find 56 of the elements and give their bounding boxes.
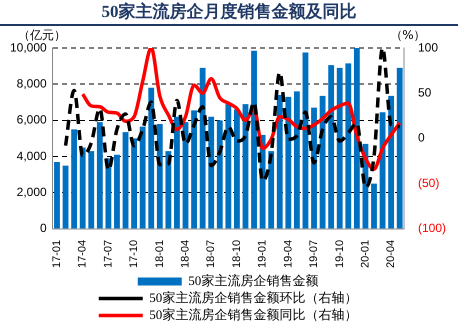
y2-tick-label: 0: [418, 130, 425, 145]
bar: [165, 151, 172, 228]
bar: [371, 184, 377, 228]
legend-label: 50家主流房企销售金额: [188, 272, 318, 288]
bar: [320, 96, 326, 228]
y2-axis-title: （%）: [390, 28, 426, 42]
x-tick-label: 18-01: [154, 240, 166, 268]
y2-tick-label: (50): [418, 176, 440, 190]
bar: [302, 52, 308, 228]
bar: [54, 162, 60, 228]
y-tick-label: 4,000: [16, 148, 48, 163]
bar: [225, 104, 232, 228]
x-tick-label: 19-07: [308, 240, 320, 268]
x-tick-label: 17-10: [128, 240, 140, 268]
y2-tick-label: 100: [418, 40, 438, 54]
bar: [174, 116, 180, 228]
chart-title: 50家主流房企月度销售金额及同比: [0, 0, 458, 26]
bar: [191, 110, 197, 228]
y-axis-title: （亿元）: [18, 28, 66, 42]
y-tick-label: 8,000: [16, 76, 48, 90]
x-tick-label: 18-10: [230, 240, 243, 268]
bar: [122, 132, 128, 228]
bar: [380, 112, 386, 228]
y2-tick-label: 50: [418, 86, 432, 100]
x-tick-label: 18-04: [180, 240, 192, 268]
bar: [62, 166, 68, 228]
bar: [182, 122, 188, 228]
x-tick-label: 19-10: [334, 240, 346, 268]
bar: [294, 91, 300, 228]
y-tick-label: 0: [40, 221, 48, 236]
legend-label: 50家主流房企销售金额环比（右轴）: [149, 290, 358, 305]
bar: [396, 68, 403, 228]
x-tick-label: 17-04: [76, 240, 89, 268]
y-tick-label: 2,000: [16, 185, 48, 200]
y-tick-label: 6,000: [16, 112, 48, 127]
legend-label: 50家主流房企销售金额同比（右轴）: [149, 306, 358, 322]
bar: [336, 68, 343, 228]
bar: [131, 138, 138, 228]
y-tick-label: 10,000: [10, 40, 48, 54]
bar: [71, 129, 78, 228]
bar: [328, 65, 334, 228]
bar: [88, 151, 94, 228]
bar: [96, 122, 103, 228]
x-tick-label: 18-07: [205, 240, 218, 268]
bar: [114, 154, 120, 228]
bar: [234, 109, 240, 228]
x-tick-label: 17-07: [102, 240, 114, 268]
bar: [251, 50, 257, 228]
x-tick-label: 19-01: [256, 240, 269, 268]
x-tick-label: 20-01: [359, 240, 372, 268]
x-tick-label: 17-01: [51, 240, 64, 268]
y2-tick-label: (100): [418, 221, 446, 236]
bar: [140, 126, 146, 228]
x-tick-label: 20-04: [385, 240, 398, 268]
bar: [200, 68, 206, 228]
x-tick-label: 19-04: [282, 240, 294, 268]
